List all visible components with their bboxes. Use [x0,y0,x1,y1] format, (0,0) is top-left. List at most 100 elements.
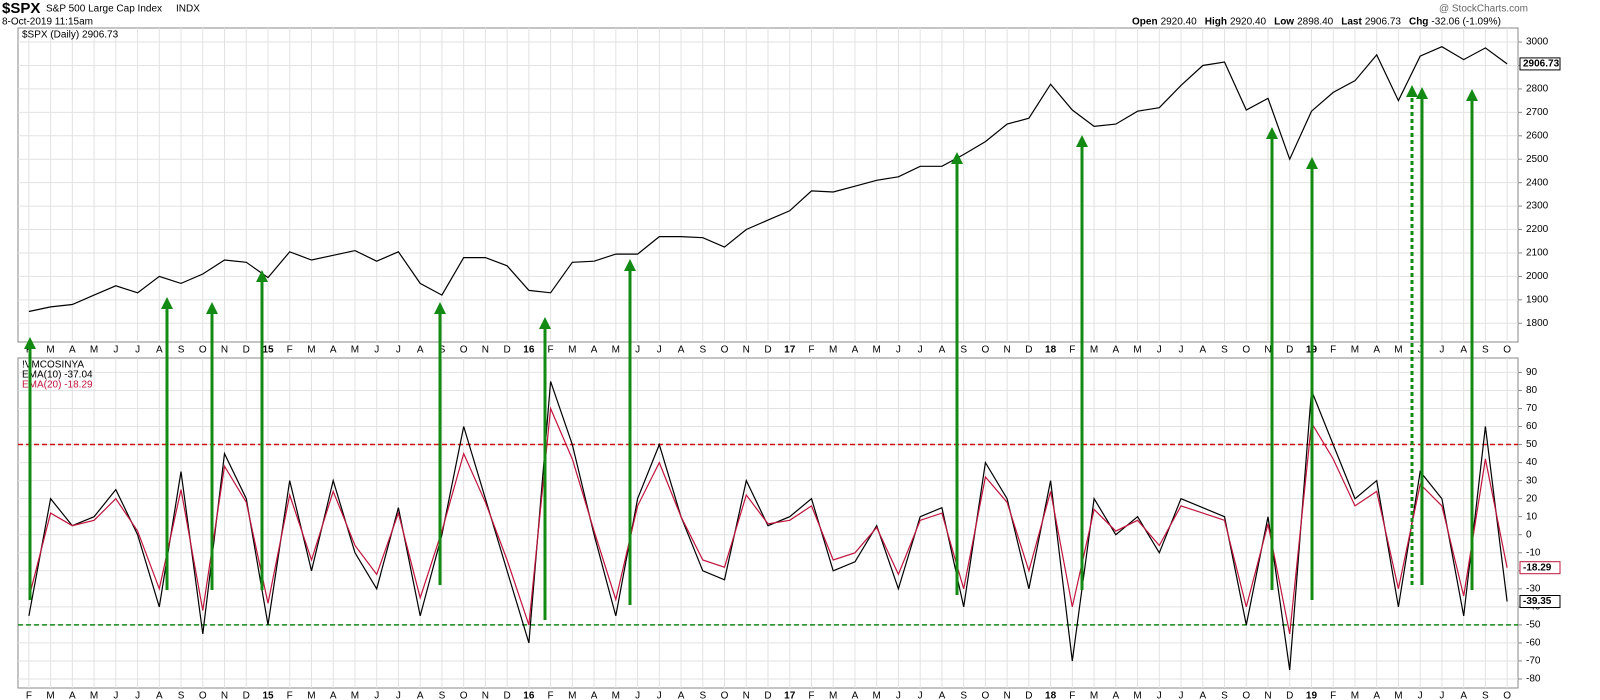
series-line [28,406,1508,635]
x-tick-label: D [243,345,250,356]
x-tick-label: M [46,345,54,356]
x-tick-label: M [873,345,881,356]
quote-label: Open [1132,17,1158,28]
x-tick-label: A [939,691,946,700]
x-tick-label: O [721,345,729,356]
x-tick-label: O [1503,345,1511,356]
quote-value: -32.06 (-1.09%) [1431,17,1500,28]
exchange: INDX [176,4,200,15]
x-tick-label: A [1199,691,1206,700]
x-tick-label: N [482,691,489,700]
x-tick-label: J [896,345,901,356]
x-tick-label: M [612,691,620,700]
x-tick-label: A [1460,345,1467,356]
x-tick-label: D [504,345,511,356]
y-tick-label: 70 [1526,403,1538,414]
quote-label: High [1205,17,1227,28]
x-tick-label: F [287,691,293,700]
x-tick-label: A [591,691,598,700]
x-tick-label: F [548,691,554,700]
x-tick-label: A [678,345,685,356]
x-tick-label: J [896,691,901,700]
x-tick-label: J [918,691,923,700]
x-tick-label: M [307,691,315,700]
x-tick-label: 17 [784,691,796,700]
y-tick-label: 2100 [1526,248,1549,259]
x-tick-label: A [417,345,424,356]
x-tick-label: S [439,691,446,700]
x-tick-label: N [743,345,750,356]
x-tick-label: M [1394,691,1402,700]
value-tag-box [1519,57,1561,71]
y-tick-label: 1900 [1526,294,1549,305]
x-tick-label: J [635,691,640,700]
x-tick-label: 15 [262,691,274,700]
x-tick-label: J [1179,345,1184,356]
x-tick-label: M [1133,691,1141,700]
x-tick-label: N [1264,691,1271,700]
x-tick-label: A [852,691,859,700]
x-tick-label: O [460,691,468,700]
x-tick-label: J [1418,345,1423,356]
x-tick-label: M [1394,345,1402,356]
y-tick-label: -70 [1526,656,1541,667]
x-tick-label: M [1351,345,1359,356]
quote-value: 2906.73 [1365,17,1402,28]
x-tick-label: O [199,345,207,356]
x-tick-label: J [657,345,662,356]
y-tick-label: 2600 [1526,130,1549,141]
x-tick-label: D [1025,345,1032,356]
y-tick-label: 2300 [1526,201,1549,212]
x-tick-label: N [1004,345,1011,356]
x-tick-label: D [1286,691,1293,700]
x-tick-label: 18 [1045,691,1057,700]
x-tick-label: F [1330,691,1336,700]
legend-entry: EMA(20) -18.29 [22,380,93,391]
x-tick-label: M [1133,345,1141,356]
y-tick-label: 30 [1526,475,1538,486]
x-tick-label: F [287,345,293,356]
x-tick-label: A [1112,345,1119,356]
x-tick-label: M [568,345,576,356]
x-tick-label: N [1264,345,1271,356]
x-tick-label: A [1373,691,1380,700]
x-tick-label: A [1460,691,1467,700]
x-tick-label: J [374,691,379,700]
x-tick-label: S [1221,345,1228,356]
x-tick-label: J [918,345,923,356]
x-tick-label: M [90,691,98,700]
value-tag: -39.35 [1523,596,1552,607]
x-tick-label: N [743,691,750,700]
panel-title: !VMCOSINYA [22,360,84,371]
x-tick-label: 18 [1045,345,1057,356]
x-tick-label: A [69,345,76,356]
x-tick-label: F [1069,345,1075,356]
quote-label: Last [1341,17,1362,28]
x-tick-label: N [221,691,228,700]
x-tick-label: A [69,691,76,700]
x-tick-label: J [374,345,379,356]
y-tick-label: -30 [1526,583,1541,594]
x-tick-label: S [178,345,185,356]
x-tick-label: A [330,345,337,356]
quote-label: Low [1274,17,1294,28]
x-tick-label: O [460,345,468,356]
x-tick-label: D [1286,345,1293,356]
x-tick-label: F [26,691,32,700]
quote-value: 2920.40 [1230,17,1267,28]
x-tick-label: A [1373,345,1380,356]
quote-label: Chg [1409,17,1428,28]
x-tick-label: S [699,691,706,700]
x-tick-label: D [504,691,511,700]
x-tick-label: M [829,345,837,356]
x-tick-label: O [1242,345,1250,356]
x-tick-label: M [568,691,576,700]
x-tick-label: A [939,345,946,356]
y-tick-label: 80 [1526,385,1538,396]
x-tick-label: S [1482,691,1489,700]
x-tick-label: A [417,691,424,700]
y-tick-label: -10 [1526,547,1541,558]
x-tick-label: O [721,691,729,700]
